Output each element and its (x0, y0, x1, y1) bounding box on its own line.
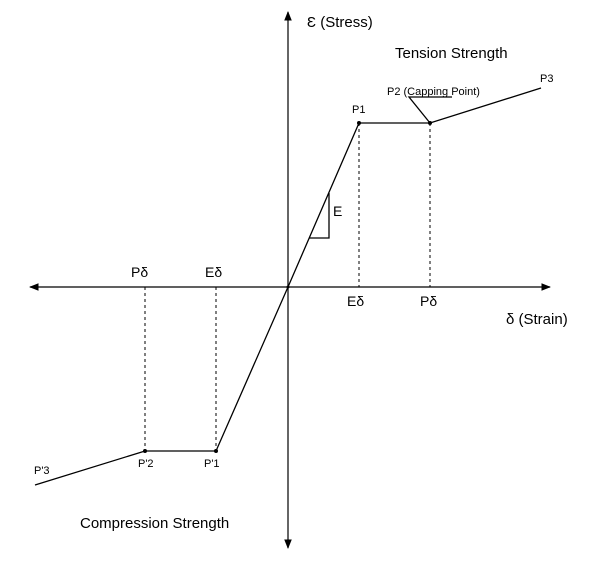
capping-point-leader (407, 96, 452, 124)
slope-triangle (309, 193, 330, 239)
label-p1-neg: P'1 (204, 458, 220, 470)
label-e-delta-neg: Eδ (205, 264, 222, 280)
slope-label-e: E (333, 203, 342, 219)
point-p1-neg (214, 449, 218, 453)
y-axis-label: Ɛ (Stress) (307, 14, 373, 31)
label-p2: P2 (Capping Point) (387, 86, 480, 98)
x-axis-label: δ (Strain) (506, 311, 568, 328)
tension-strength-label: Tension Strength (395, 45, 508, 62)
label-p3-neg: P'3 (34, 465, 50, 477)
label-e-delta-pos: Eδ (347, 293, 364, 309)
label-p-delta-neg: Pδ (131, 264, 148, 280)
label-p2-neg: P'2 (138, 458, 154, 470)
point-p1 (357, 121, 361, 125)
point-p2-neg (143, 449, 147, 453)
origin-point (286, 285, 290, 289)
label-p3: P3 (540, 73, 553, 85)
label-p-delta-pos: Pδ (420, 293, 437, 309)
compression-strength-label: Compression Strength (80, 515, 229, 532)
label-p1: P1 (352, 104, 365, 116)
